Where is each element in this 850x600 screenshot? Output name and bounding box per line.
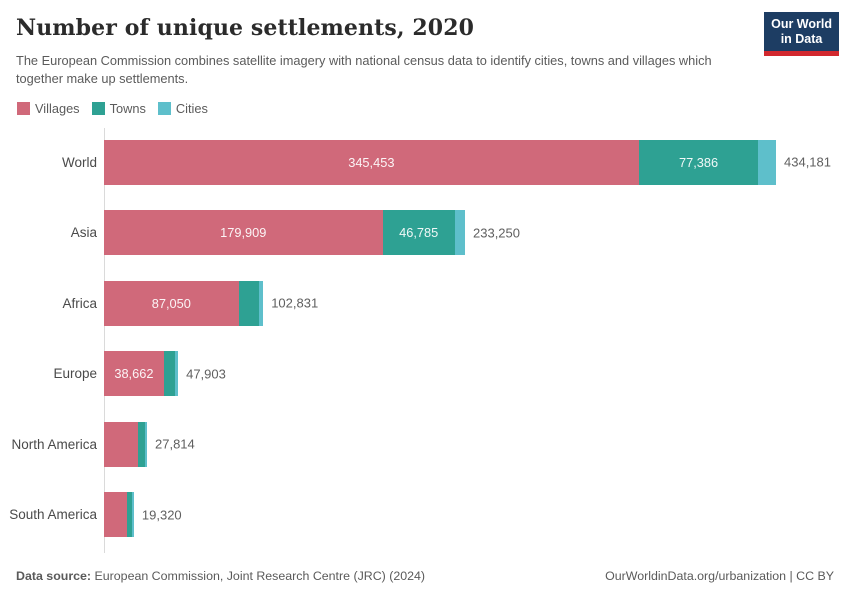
row-label: South America [9,507,97,523]
bar-track: 38,662 47,903 [104,351,850,397]
legend-label: Towns [109,101,146,116]
bar-segment-villages[interactable] [104,421,139,467]
bar-segment-villages[interactable]: 38,662 [104,351,164,397]
license-label: CC BY [796,569,834,583]
stacked-bar: 38,662 [104,351,179,397]
total-value-label: 233,250 [473,225,520,241]
bar-segment-cities[interactable] [758,139,777,185]
chart-area: World 345,453 77,386 434,181 Asia 179,909 46,7… [0,127,850,553]
bar-segment-towns[interactable] [163,351,175,397]
chart-row: World 345,453 77,386 434,181 [0,127,850,198]
bar-value-label: 46,785 [399,225,439,241]
row-label: World [61,154,97,170]
chart-row: Asia 179,909 46,785 233,250 [0,198,850,269]
bar-segment-towns[interactable]: 46,785 [382,210,455,256]
bar-segment-cities[interactable] [144,421,147,467]
data-source-label: Data source: [16,569,92,583]
legend-item-towns[interactable]: Towns [91,101,146,116]
total-value-label: 27,814 [155,436,195,452]
bar-track: 27,814 [104,421,850,467]
stacked-bar [104,421,147,467]
y-axis-line [104,128,105,553]
data-source: Data source: European Commission, Joint … [16,569,425,583]
bar-segment-towns[interactable] [238,280,259,326]
stacked-bar: 179,909 46,785 [104,210,465,256]
bar-value-label: 38,662 [114,366,154,382]
bar-value-label: 345,453 [348,154,395,170]
owid-logo-line1: Our World [771,17,832,31]
bar-segment-cities[interactable] [454,210,465,256]
stacked-bar: 345,453 77,386 [104,139,777,185]
legend-item-cities[interactable]: Cities [157,101,208,116]
legend-label: Cities [175,101,208,116]
legend-label: Villages [35,101,80,116]
chart-subtitle: The European Commission combines satelli… [16,53,712,87]
total-value-label: 434,181 [784,154,831,170]
total-value-label: 47,903 [186,366,226,382]
credit-link[interactable]: OurWorldinData.org/urbanization [605,569,787,583]
legend: Villages Towns Cities [17,101,208,116]
legend-swatch-icon [91,102,105,115]
bar-value-label: 87,050 [151,295,191,311]
credit-separator: | [786,569,797,583]
chart-row: Europe 38,662 47,903 [0,339,850,410]
bar-track: 19,320 [104,492,850,538]
chart-row: South America 19,320 [0,480,850,551]
bar-segment-villages[interactable]: 87,050 [104,280,239,326]
row-label: Asia [70,225,97,241]
bar-segment-cities[interactable] [174,351,179,397]
bar-segment-towns[interactable] [138,421,145,467]
chart-title: Number of unique settlements, 2020 [16,15,475,41]
credit: OurWorldinData.org/urbanization | CC BY [605,569,834,583]
bar-segment-cities[interactable] [131,492,134,538]
bar-segment-villages[interactable]: 345,453 [104,139,639,185]
bar-segment-villages[interactable] [104,492,128,538]
bar-value-label: 179,909 [220,225,267,241]
chart-row: Africa 87,050 102,831 [0,268,850,339]
owid-logo-line2: in Data [780,31,823,46]
legend-swatch-icon [157,102,171,115]
chart-rows: World 345,453 77,386 434,181 Asia 179,909 46,7… [0,127,850,550]
owid-logo[interactable]: Our World in Data [764,12,839,56]
data-source-text: European Commission, Joint Research Cent… [91,569,426,583]
total-value-label: 19,320 [141,507,182,523]
row-label: North America [11,436,97,452]
bar-segment-cities[interactable] [258,280,264,326]
bar-track: 179,909 46,785 233,250 [104,210,850,256]
legend-swatch-icon [17,102,30,115]
total-value-label: 102,831 [271,295,319,311]
chart-row: North America 27,814 [0,409,850,480]
footer: Data source: European Commission, Joint … [16,569,834,583]
bar-track: 87,050 102,831 [104,280,850,326]
stacked-bar: 87,050 [104,280,264,326]
bar-segment-towns[interactable]: 77,386 [638,139,759,185]
row-label: Europe [53,366,97,382]
bar-segment-towns[interactable] [127,492,132,538]
row-label: Africa [62,295,97,311]
bar-value-label: 77,386 [679,154,719,170]
bar-segment-villages[interactable]: 179,909 [104,210,383,256]
stacked-bar [104,492,134,538]
legend-item-villages[interactable]: Villages [17,101,80,116]
bar-track: 345,453 77,386 434,181 [104,139,850,185]
